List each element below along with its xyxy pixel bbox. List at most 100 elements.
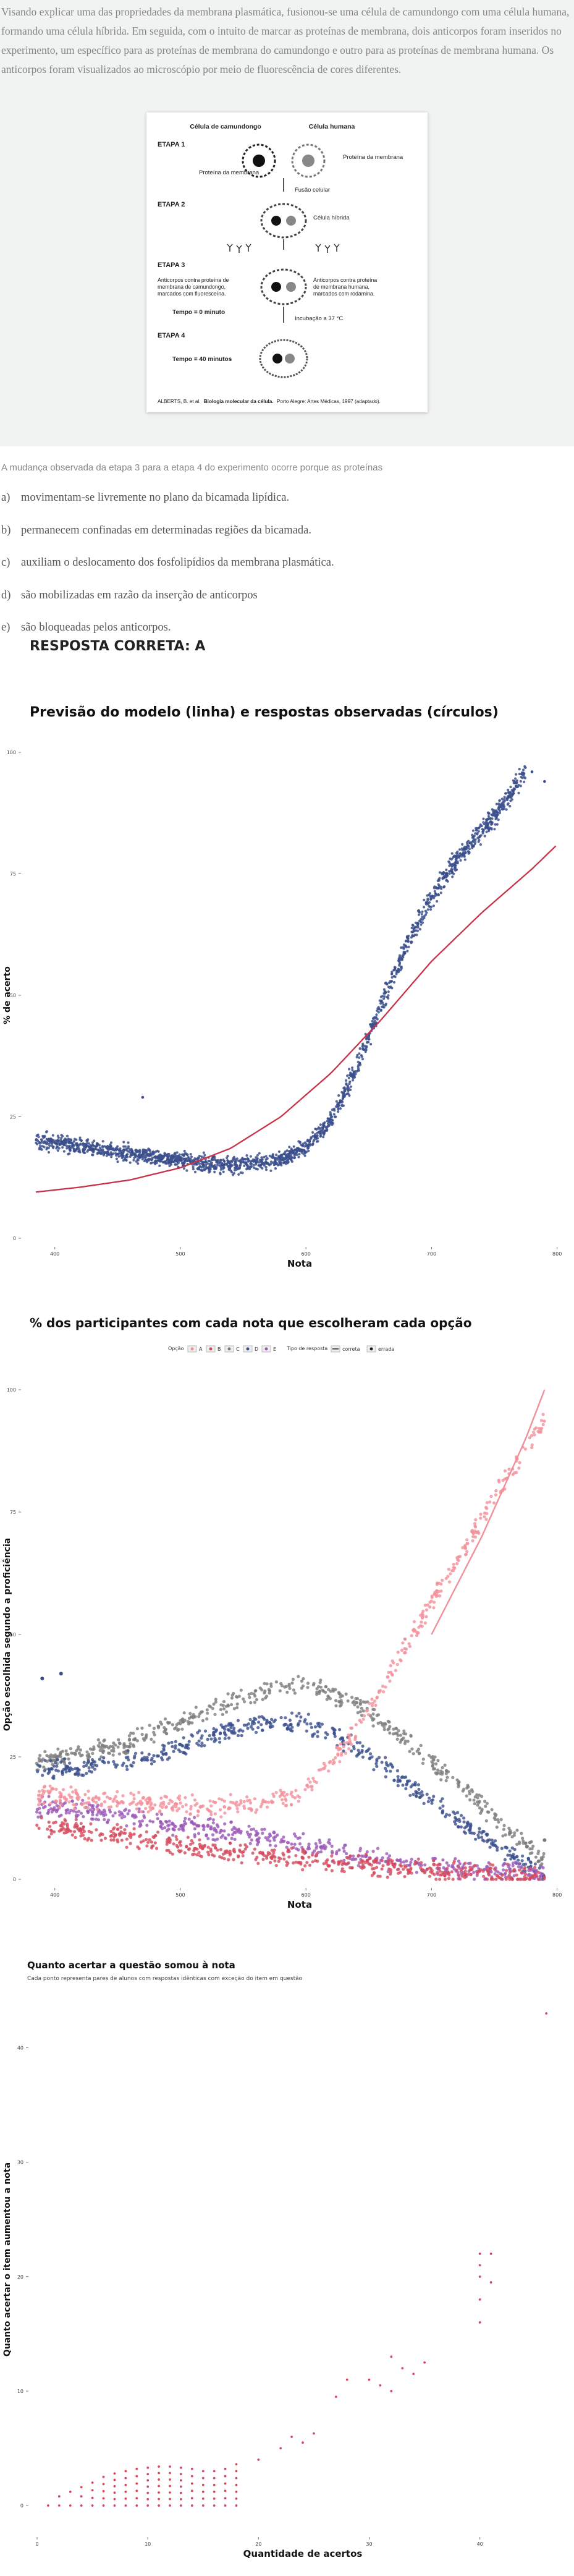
chart2-point-C bbox=[222, 1707, 226, 1711]
chart2-point-D bbox=[64, 1770, 68, 1774]
chart2-point-D bbox=[93, 1763, 97, 1767]
chart1-point bbox=[49, 1141, 52, 1144]
chart2-point-E bbox=[36, 1815, 40, 1819]
legend-dot-C bbox=[227, 1347, 231, 1351]
label-stage4: ETAPA 4 bbox=[158, 332, 185, 339]
hybrid-nucleus-human bbox=[286, 216, 296, 226]
chart2-point-B bbox=[86, 1838, 90, 1842]
chart1-point bbox=[377, 1006, 380, 1009]
chart1-point bbox=[314, 1137, 318, 1141]
chart1-point bbox=[340, 1090, 344, 1094]
chart1-point bbox=[521, 768, 525, 772]
chart2-point-C bbox=[77, 1751, 82, 1755]
chart2-point-D bbox=[401, 1783, 405, 1787]
chart1-point bbox=[148, 1149, 151, 1152]
chart2-point-B bbox=[112, 1826, 116, 1830]
label-fusion: Fusão celular bbox=[295, 187, 330, 193]
chart1-point bbox=[455, 851, 458, 854]
chart2-point-A bbox=[188, 1813, 192, 1816]
chart2-point-D bbox=[271, 1724, 274, 1728]
chart2-point-D bbox=[441, 1810, 444, 1814]
chart2-point-A bbox=[174, 1805, 178, 1809]
chart3-point bbox=[146, 2485, 150, 2488]
chart1-point bbox=[205, 1163, 208, 1167]
chart2-point-B bbox=[409, 1868, 413, 1871]
chart2-point-B bbox=[419, 1866, 423, 1870]
chart3-point bbox=[213, 2497, 216, 2500]
chart2-point-B bbox=[533, 1872, 537, 1876]
chart2-point-A bbox=[168, 1798, 172, 1802]
chart2-point-C bbox=[465, 1786, 469, 1790]
chart1-point bbox=[491, 817, 494, 820]
chart2-point-B bbox=[251, 1851, 255, 1855]
chart1-point bbox=[382, 1006, 386, 1009]
chart3-point bbox=[213, 2490, 216, 2493]
chart2-point-A bbox=[332, 1761, 336, 1764]
chart3-point bbox=[190, 2504, 193, 2507]
chart2-point-E bbox=[402, 1860, 406, 1864]
chart2-point-C bbox=[329, 1690, 332, 1693]
chart2-point-C bbox=[206, 1711, 209, 1715]
chart1-point bbox=[346, 1074, 349, 1078]
chart1-point bbox=[233, 1160, 237, 1163]
chart2-point-D bbox=[494, 1839, 497, 1843]
chart2-point-E bbox=[173, 1824, 177, 1828]
chart2-point-A bbox=[366, 1713, 371, 1717]
chart2-point-A bbox=[220, 1798, 224, 1801]
chart1-point bbox=[78, 1136, 82, 1139]
chart1-point bbox=[206, 1167, 209, 1170]
chart1-point bbox=[471, 846, 474, 849]
chart2-point-A bbox=[91, 1796, 95, 1800]
chart2-point-B bbox=[340, 1867, 344, 1871]
chart2-point-C bbox=[171, 1723, 174, 1727]
chart2-point-C bbox=[53, 1759, 56, 1762]
chart2-point-A bbox=[290, 1790, 293, 1794]
chart2-point-D bbox=[441, 1797, 444, 1801]
option-d[interactable]: d) são mobilizadas em razão da inserção d… bbox=[1, 589, 258, 601]
option-b[interactable]: b) permanecem confinadas em determinadas … bbox=[1, 524, 311, 537]
chart2-point-A bbox=[190, 1793, 194, 1797]
chart3-point bbox=[180, 2473, 182, 2475]
chart1-point bbox=[289, 1151, 292, 1154]
chart2-point-C bbox=[85, 1750, 89, 1754]
chart2-point-B bbox=[232, 1858, 235, 1861]
chart2-point-D bbox=[454, 1822, 458, 1826]
chart2-point-E bbox=[395, 1858, 400, 1863]
chart2-point-B bbox=[195, 1853, 199, 1856]
chart2-point-B bbox=[138, 1835, 141, 1838]
chart1-point bbox=[279, 1162, 282, 1165]
chart1-point bbox=[416, 926, 420, 929]
chart1-point bbox=[428, 905, 431, 908]
chart1-point bbox=[52, 1141, 56, 1144]
legend-label-A: A bbox=[199, 1346, 203, 1352]
chart2-point-D bbox=[213, 1736, 217, 1740]
chart1-point bbox=[243, 1164, 246, 1167]
chart3-point bbox=[146, 2473, 150, 2475]
chart2-point-B bbox=[515, 1873, 518, 1877]
chart1-point bbox=[208, 1170, 211, 1173]
chart2-point-D bbox=[195, 1741, 199, 1745]
chart2-point-A bbox=[518, 1461, 521, 1464]
chart2-point-B bbox=[469, 1872, 473, 1876]
chart1-point bbox=[373, 1019, 376, 1022]
chart2-point-A bbox=[336, 1753, 340, 1757]
chart2-point-D bbox=[428, 1796, 431, 1800]
option-e[interactable]: e) são bloqueadas pelos anticorpos. bbox=[1, 621, 171, 634]
chart2-point-D bbox=[303, 1720, 306, 1724]
chart1-point bbox=[518, 768, 521, 771]
chart2-point-B bbox=[301, 1868, 305, 1872]
chart1-point bbox=[369, 1042, 373, 1046]
chart2-point-D bbox=[360, 1750, 364, 1754]
chart2-point-D bbox=[432, 1795, 436, 1798]
option-c[interactable]: c) auxiliam o deslocamento dos fosfolipíd… bbox=[1, 556, 334, 569]
chart2-point-B bbox=[187, 1847, 192, 1851]
chart1-point bbox=[259, 1163, 263, 1167]
chart2-point-C bbox=[360, 1706, 363, 1710]
chart1-point bbox=[276, 1158, 279, 1161]
chart2-point-A bbox=[48, 1784, 52, 1788]
chart2-point-D bbox=[370, 1755, 374, 1759]
option-a[interactable]: a) movimentam-se livremente no plano da b… bbox=[1, 491, 290, 504]
chart1-point bbox=[328, 1118, 331, 1121]
chart3-point bbox=[102, 2483, 105, 2486]
chart2-point-E bbox=[268, 1839, 272, 1843]
